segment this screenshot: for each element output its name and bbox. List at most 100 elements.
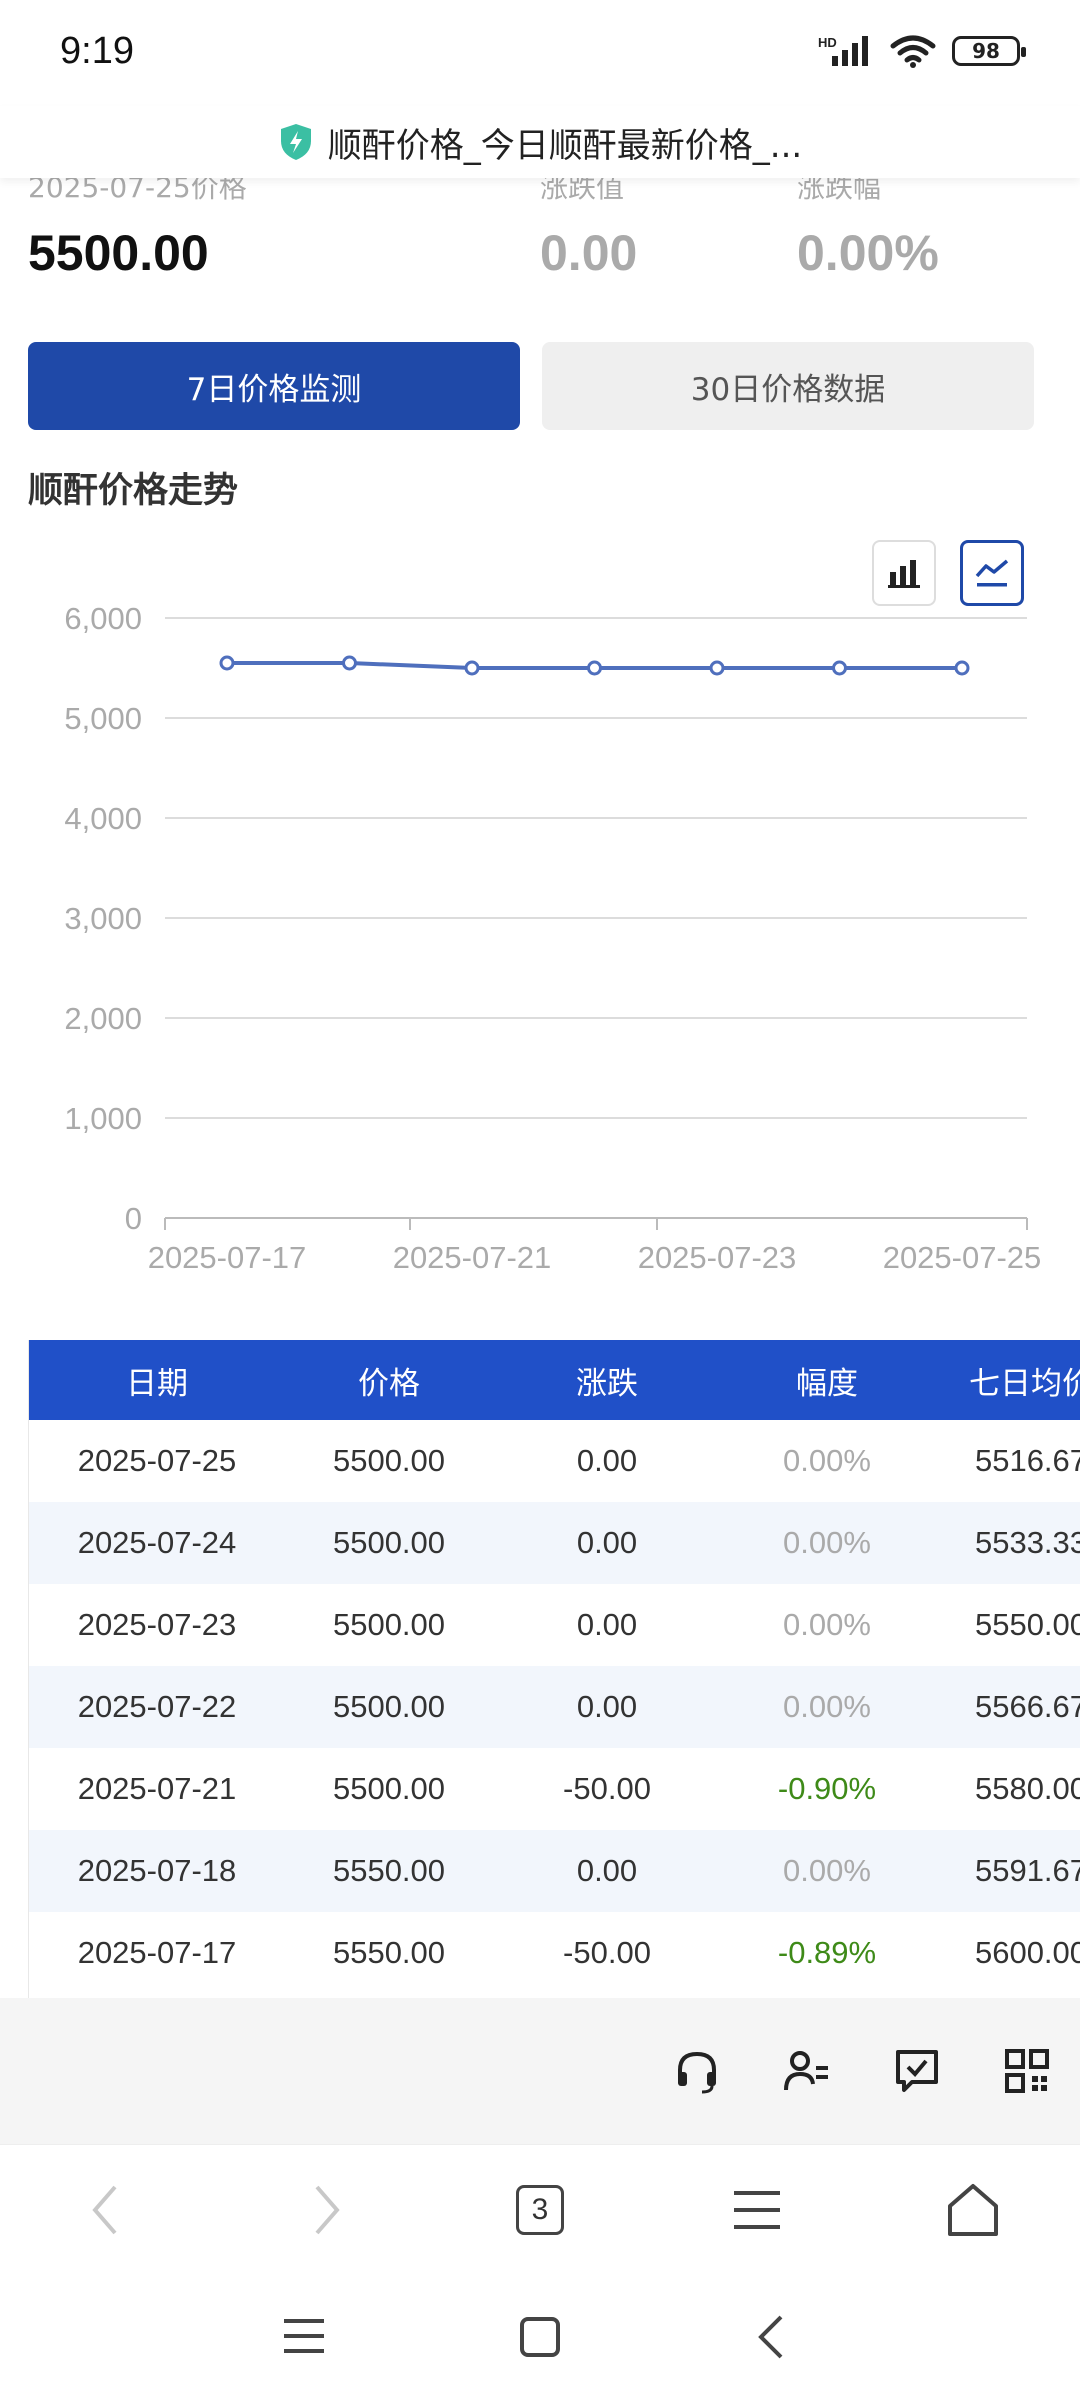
change-cell: 0.00 (493, 1830, 721, 1912)
change-cell: 0.00 (576, 1443, 638, 1478)
change-pct-value: 0.00% (797, 225, 939, 281)
qr-code-icon[interactable] (1002, 2046, 1052, 2096)
back-system-icon[interactable] (756, 2314, 786, 2360)
pct-cell: -0.90% (777, 1771, 877, 1806)
table-row: 2025-07-21 5500.00 -50.00 -0.90% 5580.00 (29, 1748, 1080, 1830)
data-point[interactable] (464, 660, 480, 676)
data-point[interactable] (587, 660, 602, 676)
menu-button[interactable] (722, 2175, 792, 2245)
data-point[interactable] (709, 660, 725, 676)
price-table: 日期 价格 涨跌 幅度 七日均价 2025-07-255500.000.000.… (28, 1340, 1080, 1998)
change-cell: 0.00 (493, 1666, 721, 1748)
system-nav-bar (0, 2274, 1080, 2400)
table-row: 2025-07-22 5500.00 0.00 0.00% 5566.67 (29, 1666, 1080, 1748)
tab-count: 3 (516, 2185, 564, 2235)
feedback-icon[interactable] (892, 2046, 942, 2096)
avg-price-cell: 5516.67 (974, 1443, 1080, 1478)
data-point[interactable] (832, 660, 847, 676)
signal-icon: HD (818, 35, 868, 66)
pct-cell: 0.00% (783, 1607, 871, 1642)
home-icon (948, 2184, 998, 2236)
price-cell: 5500.00 (332, 1607, 446, 1642)
bottom-action-bar (0, 1998, 1080, 2144)
tab-7-day[interactable]: 7日价格监测 (28, 342, 520, 430)
price-cell: 5500.00 (285, 1502, 493, 1584)
column-header-change: 涨跌 (493, 1340, 721, 1420)
line-chart-toggle-button[interactable] (960, 540, 1024, 606)
avg-price-cell: 5550.00 (974, 1607, 1080, 1642)
column-header-pct: 幅度 (721, 1340, 933, 1420)
change-summary-col: 涨跌值 0.00 (540, 166, 637, 282)
price-trend-chart: 0 1,000 2,000 3,000 4,000 5,000 6,000 2025-07-1… (64, 601, 1042, 1275)
date-cell: 2025-07-23 (77, 1607, 237, 1642)
price-cell: 5550.00 (332, 1935, 446, 1970)
menu-icon (734, 2191, 780, 2229)
avg-price-cell: 5580.00 (974, 1771, 1080, 1806)
price-tabs: 7日价格监测 30日价格数据 (28, 342, 1034, 430)
data-point[interactable] (342, 655, 357, 671)
date-cell: 2025-07-18 (29, 1830, 285, 1912)
x-tick-label: 2025-07-23 (638, 1240, 797, 1275)
date-cell: 2025-07-22 (29, 1666, 285, 1748)
headset-icon[interactable] (672, 2046, 722, 2096)
pct-cell: 0.00% (721, 1830, 933, 1912)
data-point[interactable] (954, 660, 970, 676)
user-list-icon[interactable] (782, 2046, 832, 2096)
table-header-row: 日期 价格 涨跌 幅度 七日均价 (29, 1340, 1080, 1420)
y-tick-label: 3,000 (64, 901, 142, 936)
home-system-icon[interactable] (519, 2316, 561, 2358)
change-value: 0.00 (540, 225, 638, 281)
avg-price-cell: 5591.67 (933, 1830, 1080, 1912)
data-point[interactable] (219, 655, 235, 671)
y-tick-label: 5,000 (64, 701, 142, 736)
home-button[interactable] (938, 2175, 1008, 2245)
column-header-price: 价格 (285, 1340, 493, 1420)
price-cell: 5500.00 (285, 1666, 493, 1748)
date-cell: 2025-07-21 (77, 1771, 237, 1806)
date-cell: 2025-07-17 (77, 1935, 237, 1970)
price-cell: 5500.00 (332, 1771, 446, 1806)
bar-chart-toggle-button[interactable] (872, 540, 936, 606)
price-cell: 5500.00 (332, 1443, 446, 1478)
avg-price-cell: 5600.00 (974, 1935, 1080, 1970)
avg-price-cell: 5533.33 (933, 1502, 1080, 1584)
x-tick-label: 2025-07-25 (883, 1240, 1042, 1275)
y-tick-label: 6,000 (64, 601, 142, 636)
table-row: 2025-07-17 5550.00 -50.00 -0.89% 5600.00 (29, 1912, 1080, 1994)
pct-cell: 0.00% (783, 1443, 871, 1478)
status-time: 9:19 (60, 30, 134, 72)
back-button[interactable] (70, 2175, 140, 2245)
change-cell: 0.00 (576, 1607, 638, 1642)
price-data-table: 日期 价格 涨跌 幅度 七日均价 2025-07-255500.000.000.… (29, 1340, 1080, 1994)
tab-30-day[interactable]: 30日价格数据 (542, 342, 1034, 430)
status-bar: 9:19 HD 98 (0, 0, 1080, 106)
change-cell: -50.00 (563, 1771, 651, 1806)
forward-button[interactable] (292, 2175, 362, 2245)
pct-cell: 0.00% (721, 1502, 933, 1584)
line-chart-icon (975, 559, 1009, 587)
battery-icon: 98 (952, 36, 1026, 66)
avg-price-cell: 5566.67 (933, 1666, 1080, 1748)
tabs-button[interactable]: 3 (505, 2175, 575, 2245)
table-row: 2025-07-23 5500.00 0.00 0.00% 5550.00 (29, 1584, 1080, 1666)
chevron-left-icon (92, 2185, 117, 2235)
price-summary-col: 2025-07-25价格 5500.00 (28, 166, 247, 282)
pct-summary-col: 涨跌幅 0.00% (797, 166, 939, 282)
date-cell: 2025-07-25 (77, 1443, 237, 1478)
browser-nav-bar: 3 (0, 2144, 1080, 2274)
y-tick-label: 0 (125, 1201, 142, 1236)
column-header-avg: 七日均价 (933, 1340, 1080, 1420)
status-icons: HD 98 (818, 34, 1026, 68)
bar-chart-icon (888, 560, 920, 588)
current-price-value: 5500.00 (28, 225, 209, 281)
page-title-bar: 顺酐价格_今日顺酐最新价格_... (0, 106, 1080, 178)
recent-apps-icon[interactable] (282, 2316, 326, 2356)
pct-cell: 0.00% (721, 1666, 933, 1748)
security-shield-icon (280, 124, 311, 160)
wifi-icon (890, 35, 936, 68)
x-tick-label: 2025-07-17 (148, 1240, 307, 1275)
section-title: 顺酐价格走势 (28, 471, 239, 511)
network-type-label: HD (818, 35, 837, 50)
y-tick-label: 4,000 (64, 801, 142, 836)
table-row: 2025-07-25 5500.00 0.00 0.00% 5516.67 (29, 1420, 1080, 1502)
